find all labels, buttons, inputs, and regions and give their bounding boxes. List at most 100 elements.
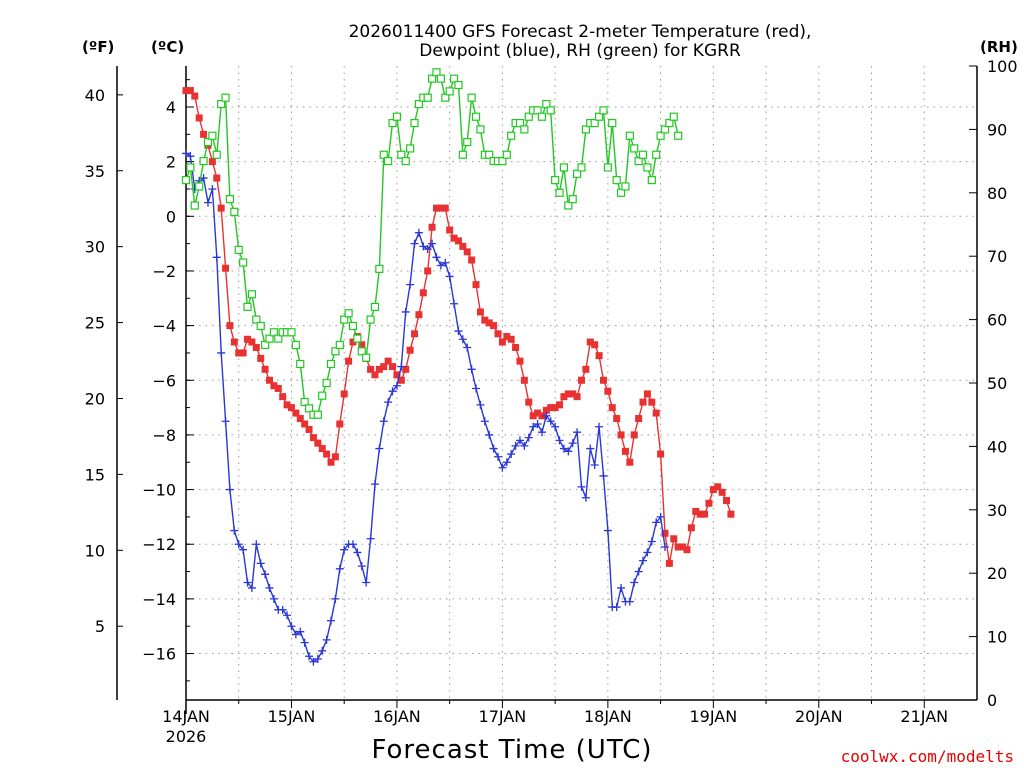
rh-marker <box>225 195 235 204</box>
rh-marker <box>524 112 533 121</box>
series-rh <box>181 68 683 419</box>
dewpoint-marker <box>252 540 261 549</box>
temperature-marker <box>270 382 278 390</box>
dewpoint-marker <box>256 559 265 568</box>
temperature-marker <box>652 409 660 417</box>
rh-marker <box>476 125 485 134</box>
temperature-marker <box>516 357 524 365</box>
rh-marker <box>665 118 674 128</box>
chart-title-line2: Dewpoint (blue), RH (green) for KGRR <box>419 41 741 61</box>
temperature-marker <box>432 204 440 212</box>
dewpoint-marker <box>357 562 366 571</box>
temperature-marker <box>213 174 221 182</box>
temperature-marker <box>200 130 208 138</box>
temperature-marker <box>252 343 260 351</box>
rh-marker <box>471 112 481 121</box>
dewpoint-marker <box>489 444 498 453</box>
rh-tick-label: 30 <box>987 501 1007 520</box>
temperature-marker <box>287 404 295 412</box>
dewpoint-marker <box>362 578 371 587</box>
rh-marker <box>599 106 608 115</box>
rh-marker <box>454 80 463 90</box>
dewpoint-marker <box>634 567 643 576</box>
dewpoint-marker <box>327 616 336 625</box>
rh-marker <box>230 207 239 216</box>
dewpoint-marker <box>630 578 639 587</box>
rh-marker <box>256 321 265 331</box>
temperature-marker <box>230 338 238 346</box>
dewpoint-marker <box>551 422 560 431</box>
dewpoint-marker <box>476 400 485 409</box>
dewpoint-marker <box>309 657 318 666</box>
temperature-marker <box>182 87 190 95</box>
dewpoint-marker <box>458 335 467 344</box>
dewpoint-marker <box>524 433 533 442</box>
dewpoint-marker <box>445 272 454 281</box>
temperature-marker <box>714 483 722 491</box>
temperature-marker <box>349 338 357 346</box>
rh-marker <box>208 131 217 140</box>
fahrenheit-tick-label: 40 <box>85 86 105 105</box>
series-line <box>185 152 666 663</box>
dewpoint-marker <box>283 611 292 620</box>
temperature-marker <box>727 510 735 518</box>
temperature-marker <box>239 349 247 357</box>
dewpoint-marker <box>529 422 538 431</box>
rh-marker <box>322 378 331 388</box>
celsius-tick-label: −16 <box>142 645 176 664</box>
temperature-marker <box>340 390 348 398</box>
temperature-marker <box>534 409 542 417</box>
temperature-marker <box>665 559 673 567</box>
dewpoint-marker <box>335 564 344 573</box>
temperature-marker <box>371 371 379 379</box>
dewpoint-marker <box>186 152 195 161</box>
x-tick-label: 15JAN <box>268 707 316 726</box>
rh-marker <box>375 264 384 273</box>
temperature-marker <box>657 450 665 458</box>
dewpoint-marker <box>348 540 357 549</box>
rh-marker <box>507 131 516 140</box>
temperature-marker <box>415 311 423 319</box>
x-tick-label: 17JAN <box>479 707 527 726</box>
rh-marker <box>674 131 683 140</box>
dewpoint-marker <box>401 307 410 316</box>
rh-marker <box>401 157 410 166</box>
celsius-unit-label: (ºC) <box>151 38 184 56</box>
rh-marker <box>625 131 634 140</box>
rh-marker <box>498 157 507 166</box>
dewpoint-marker <box>432 253 441 262</box>
x-tick-label: 14JAN <box>162 707 210 726</box>
temperature-marker <box>599 376 607 384</box>
rh-tick-label: 100 <box>987 57 1018 76</box>
temperature-marker <box>454 237 462 245</box>
axes <box>116 65 978 714</box>
dewpoint-marker <box>590 460 599 469</box>
rh-marker <box>300 397 309 407</box>
dewpoint-marker <box>603 526 612 535</box>
dewpoint-marker <box>441 258 450 267</box>
temperature-marker <box>279 393 287 401</box>
rh-marker <box>217 99 226 109</box>
dewpoint-marker <box>296 627 305 636</box>
dewpoint-marker <box>555 436 564 445</box>
x-tick-label: 16JAN <box>373 707 421 726</box>
rh-marker <box>313 410 322 419</box>
rh-marker <box>326 359 336 369</box>
rh-marker <box>379 150 388 159</box>
temperature-marker <box>318 445 326 453</box>
dewpoint-marker <box>463 343 472 352</box>
dewpoint-marker <box>507 450 516 459</box>
celsius-tick-label: 4 <box>166 98 176 117</box>
temperature-marker <box>591 341 599 349</box>
dewpoint-marker <box>353 548 362 557</box>
rh-marker <box>344 309 353 318</box>
dewpoint-marker <box>625 597 634 606</box>
dewpoint-marker <box>520 441 529 450</box>
temperature-marker <box>226 322 234 330</box>
temperature-marker <box>472 281 480 289</box>
temperature-marker <box>679 543 687 551</box>
rh-marker <box>652 150 661 159</box>
celsius-tick-label: −10 <box>142 481 176 500</box>
dewpoint-marker <box>305 652 314 661</box>
dewpoint-marker <box>212 253 221 262</box>
